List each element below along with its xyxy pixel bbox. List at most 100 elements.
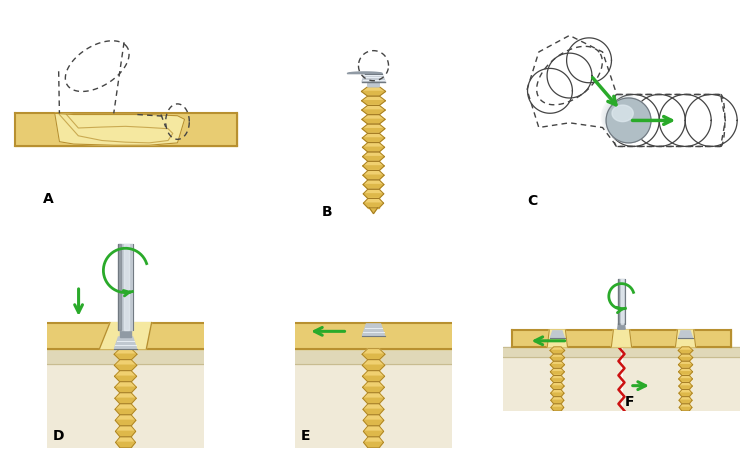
Polygon shape xyxy=(114,360,137,365)
Circle shape xyxy=(613,106,639,131)
Polygon shape xyxy=(618,279,619,324)
Polygon shape xyxy=(368,115,379,124)
Circle shape xyxy=(627,119,630,122)
Polygon shape xyxy=(368,180,379,189)
Polygon shape xyxy=(368,349,379,360)
Polygon shape xyxy=(368,170,379,180)
Polygon shape xyxy=(347,72,382,74)
Polygon shape xyxy=(550,354,565,357)
Polygon shape xyxy=(362,96,385,101)
Polygon shape xyxy=(368,124,379,133)
Polygon shape xyxy=(551,379,564,383)
Polygon shape xyxy=(682,368,689,375)
Polygon shape xyxy=(551,365,565,368)
Polygon shape xyxy=(363,175,384,180)
Polygon shape xyxy=(363,426,384,431)
Polygon shape xyxy=(682,375,689,383)
Polygon shape xyxy=(682,404,689,411)
Polygon shape xyxy=(623,357,740,411)
Polygon shape xyxy=(550,347,565,351)
Polygon shape xyxy=(362,387,385,393)
Text: B: B xyxy=(321,205,332,219)
Polygon shape xyxy=(363,409,384,415)
Polygon shape xyxy=(551,361,565,365)
Polygon shape xyxy=(618,279,625,324)
Polygon shape xyxy=(115,399,136,404)
Polygon shape xyxy=(675,330,695,347)
Polygon shape xyxy=(363,431,384,437)
Polygon shape xyxy=(551,368,565,372)
Polygon shape xyxy=(120,349,131,360)
Polygon shape xyxy=(362,157,385,161)
Polygon shape xyxy=(295,323,452,349)
Polygon shape xyxy=(551,331,565,339)
Polygon shape xyxy=(368,133,379,143)
Polygon shape xyxy=(368,96,379,106)
Circle shape xyxy=(619,111,635,128)
Circle shape xyxy=(609,101,642,134)
Polygon shape xyxy=(611,330,631,347)
Polygon shape xyxy=(362,106,385,110)
Polygon shape xyxy=(368,161,379,170)
Polygon shape xyxy=(115,393,136,399)
Polygon shape xyxy=(550,351,565,354)
Polygon shape xyxy=(555,411,560,414)
Polygon shape xyxy=(682,397,689,404)
Circle shape xyxy=(624,117,631,123)
Polygon shape xyxy=(551,393,564,397)
Polygon shape xyxy=(550,357,565,361)
Polygon shape xyxy=(363,404,384,409)
Polygon shape xyxy=(679,404,692,407)
Circle shape xyxy=(604,97,645,138)
Polygon shape xyxy=(362,74,385,81)
Circle shape xyxy=(626,118,630,122)
Polygon shape xyxy=(554,404,561,411)
Polygon shape xyxy=(124,244,129,329)
Polygon shape xyxy=(679,386,692,390)
Polygon shape xyxy=(362,124,385,129)
Polygon shape xyxy=(678,351,693,354)
Polygon shape xyxy=(618,324,625,329)
Polygon shape xyxy=(362,119,385,124)
Circle shape xyxy=(614,107,638,130)
Polygon shape xyxy=(362,365,385,371)
Polygon shape xyxy=(368,106,379,115)
Polygon shape xyxy=(114,387,137,393)
Polygon shape xyxy=(368,371,379,382)
Polygon shape xyxy=(362,115,385,119)
Polygon shape xyxy=(678,365,692,368)
Polygon shape xyxy=(362,360,385,365)
Polygon shape xyxy=(682,347,689,354)
Polygon shape xyxy=(368,189,379,198)
Polygon shape xyxy=(370,448,377,454)
Polygon shape xyxy=(120,329,131,337)
Polygon shape xyxy=(368,415,379,426)
Polygon shape xyxy=(551,383,564,386)
Polygon shape xyxy=(362,147,385,152)
Polygon shape xyxy=(364,442,383,448)
Text: C: C xyxy=(527,194,537,208)
Polygon shape xyxy=(368,87,379,96)
Polygon shape xyxy=(363,420,384,426)
Circle shape xyxy=(607,100,642,135)
Circle shape xyxy=(617,110,636,128)
Polygon shape xyxy=(623,347,740,357)
Polygon shape xyxy=(554,347,561,354)
Polygon shape xyxy=(678,357,693,361)
Polygon shape xyxy=(14,113,237,146)
Polygon shape xyxy=(295,349,452,364)
Polygon shape xyxy=(368,81,379,87)
Polygon shape xyxy=(118,244,133,329)
Circle shape xyxy=(601,95,646,139)
Polygon shape xyxy=(363,194,384,198)
Polygon shape xyxy=(370,208,377,214)
Polygon shape xyxy=(368,426,379,437)
Polygon shape xyxy=(679,400,692,404)
Polygon shape xyxy=(678,361,692,365)
Circle shape xyxy=(603,96,645,138)
Polygon shape xyxy=(679,407,692,411)
Circle shape xyxy=(616,108,637,129)
Polygon shape xyxy=(682,383,689,390)
Circle shape xyxy=(606,99,643,136)
Polygon shape xyxy=(678,354,693,357)
